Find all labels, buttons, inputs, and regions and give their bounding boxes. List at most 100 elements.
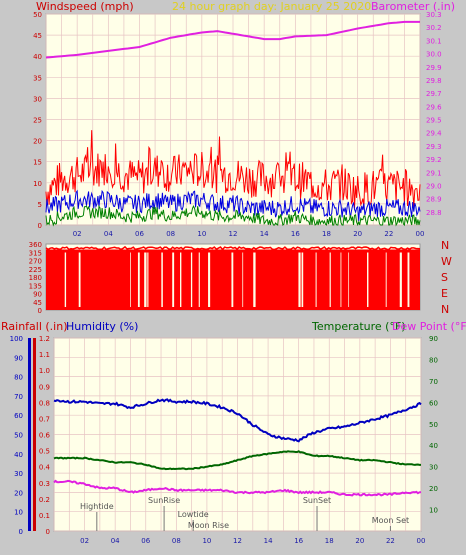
direction-y-tick: 270 xyxy=(29,258,42,266)
wind-y-tick: 50 xyxy=(33,11,42,19)
wind-x-tick: 14 xyxy=(260,230,269,238)
wind-series xyxy=(45,20,421,227)
rainfall-y-tick: 0 xyxy=(46,528,50,536)
temp-x-tick: 10 xyxy=(202,537,211,545)
wind-x-tick: 18 xyxy=(322,230,331,238)
humidity-axis-label: Humidity (%) xyxy=(66,320,138,333)
temp-x-ticks: 02 04 06 08 10 12 14 16 18 20 22 00 xyxy=(80,537,425,545)
direction-gap xyxy=(198,252,200,307)
temp-x-tick: 14 xyxy=(264,537,273,545)
temperature-line xyxy=(53,450,421,471)
humidity-y-tick: 20 xyxy=(14,489,23,497)
direction-gap xyxy=(399,252,402,307)
direction-gap xyxy=(64,252,67,307)
direction-letter-s: S xyxy=(441,271,448,284)
direction-gap xyxy=(348,252,350,307)
event-label: Hightide xyxy=(80,502,114,511)
humidity-y-tick: 70 xyxy=(14,393,23,401)
direction-letter-w: W xyxy=(441,255,452,268)
rainfall-y-tick: 0.7 xyxy=(39,415,50,423)
temperature-axis-label: Temperature (°F) xyxy=(311,320,406,333)
wind-y-tick: 40 xyxy=(33,53,42,61)
rainfall-y-tick: 1.2 xyxy=(39,335,50,343)
wind-x-tick: 20 xyxy=(353,230,362,238)
temp-x-tick: 04 xyxy=(111,537,120,545)
temp-x-tick: 06 xyxy=(141,537,150,545)
direction-gap xyxy=(301,252,304,307)
wind-y-tick: 15 xyxy=(33,159,42,167)
temperature-y-tick: 10 xyxy=(429,507,438,515)
direction-gap xyxy=(180,252,182,307)
barometer-y-tick: 29.1 xyxy=(426,169,442,177)
wind-x-tick: 06 xyxy=(135,230,144,238)
wind-grid xyxy=(45,13,421,226)
direction-gap xyxy=(242,252,244,307)
rainfall-y-tick: 1.0 xyxy=(39,367,50,375)
wind-x-tick: 02 xyxy=(73,230,82,238)
direction-gap xyxy=(253,252,256,307)
wind-y-tick: 10 xyxy=(33,180,42,188)
humidity-y-tick: 100 xyxy=(10,335,23,343)
humidity-line xyxy=(53,398,422,443)
wind-line-minimum xyxy=(45,204,421,227)
temp-x-tick: 00 xyxy=(417,537,426,545)
event-label: Moon Rise xyxy=(188,521,229,530)
wind-y-tick: 30 xyxy=(33,95,42,103)
humidity-y-tick: 10 xyxy=(14,509,23,517)
temp-x-tick: 08 xyxy=(172,537,181,545)
wind-axis-label: Windspeed (mph) xyxy=(36,0,134,13)
direction-gap xyxy=(208,252,211,307)
direction-y-tick: 225 xyxy=(29,266,42,274)
temp-series xyxy=(53,398,422,497)
direction-gap xyxy=(190,252,193,307)
barometer-y-tick: 29.4 xyxy=(426,130,442,138)
rainfall-y-tick: 0.4 xyxy=(39,464,51,472)
wind-x-tick: 08 xyxy=(166,230,175,238)
barometer-y-tick: 29.6 xyxy=(426,103,442,111)
direction-gap xyxy=(231,252,234,307)
event-label: SunRise xyxy=(148,496,180,505)
direction-gap xyxy=(144,252,147,307)
barometer-y-tick: 30.3 xyxy=(426,11,442,19)
barometer-y-tick: 28.8 xyxy=(426,209,442,217)
barometer-line xyxy=(45,20,420,59)
barometer-y-tick: 29.2 xyxy=(426,156,442,164)
direction-gap xyxy=(329,252,331,307)
direction-letter-n-bottom: N xyxy=(441,303,449,316)
wind-line-gust xyxy=(45,130,421,209)
direction-gap xyxy=(367,252,369,307)
humidity-y-tick: 40 xyxy=(14,451,23,459)
direction-y-tick: 0 xyxy=(38,307,42,315)
direction-gap xyxy=(315,252,317,307)
rainfall-axis-bar xyxy=(33,338,36,531)
event-label: Moon Set xyxy=(372,516,409,525)
direction-y-tick: 315 xyxy=(29,249,42,257)
barometer-y-tick: 29.8 xyxy=(426,77,442,85)
wind-x-tick: 10 xyxy=(197,230,206,238)
direction-y-tick: 45 xyxy=(33,299,42,307)
barometer-y-tick: 29.5 xyxy=(426,117,442,125)
wind-y-tick: 20 xyxy=(33,138,42,146)
temp-x-tick: 12 xyxy=(233,537,242,545)
wind-line-average xyxy=(45,189,421,222)
wind-x-tick: 04 xyxy=(104,230,113,238)
barometer-axis-label: Barometer (.in) xyxy=(371,0,455,13)
rainfall-y-tick: 0.3 xyxy=(39,480,50,488)
barometer-y-tick: 29.9 xyxy=(426,64,442,72)
wind-y-tick: 0 xyxy=(38,222,42,230)
humidity-axis-bar xyxy=(28,338,31,531)
astro-events: Hightide SunRise Lowtide Moon Rise SunSet Moo… xyxy=(80,496,409,531)
rainfall-axis-label: Rainfall (.in) xyxy=(1,320,68,333)
graph-title: 24 hour graph day: January 25 2020 xyxy=(172,0,371,13)
temperature-y-tick: 60 xyxy=(429,399,438,407)
barometer-y-tick: 30.1 xyxy=(426,37,442,45)
direction-gap xyxy=(172,252,175,307)
wind-y-tick: 35 xyxy=(33,74,42,82)
direction-gap xyxy=(78,252,81,307)
temp-x-tick: 02 xyxy=(80,537,89,545)
direction-gap xyxy=(385,252,387,307)
wind-x-tick: 16 xyxy=(291,230,300,238)
direction-bars xyxy=(45,245,421,310)
